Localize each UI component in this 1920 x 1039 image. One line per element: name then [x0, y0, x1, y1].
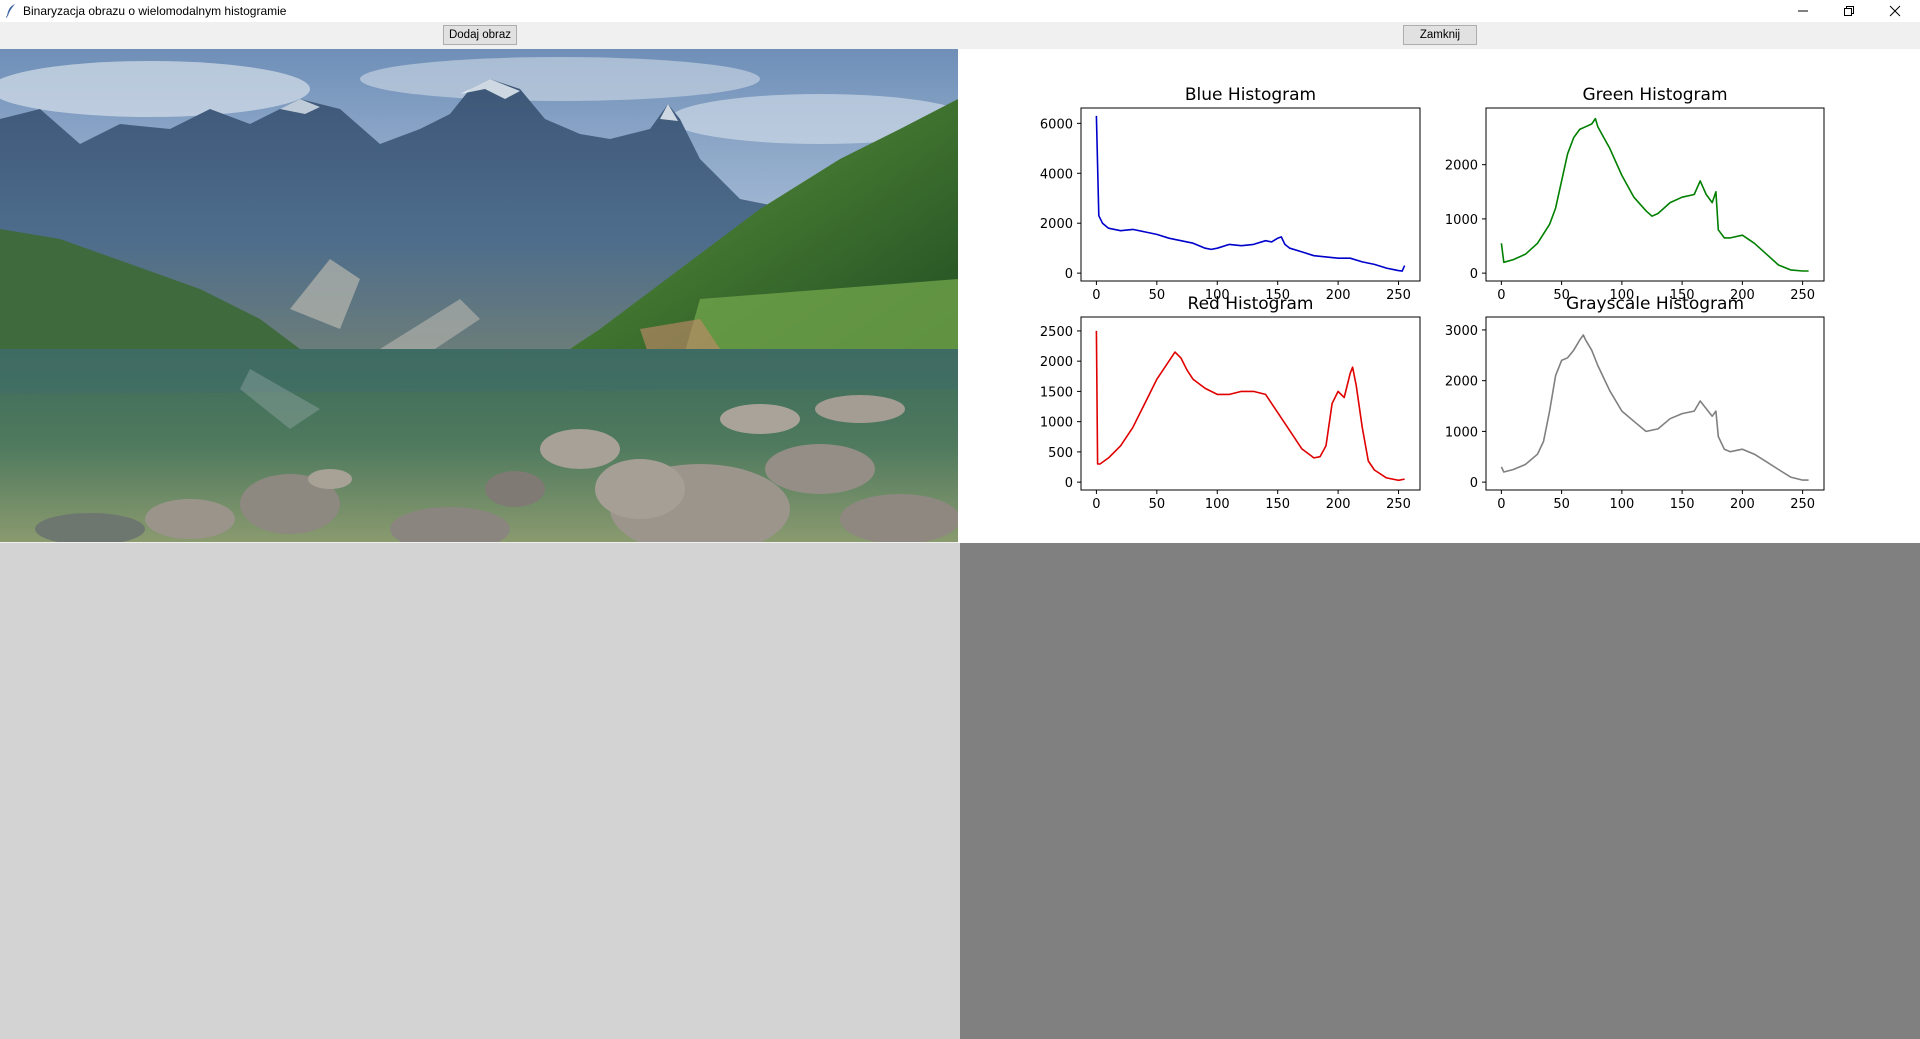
- blue-ytick-label: 6000: [1040, 117, 1073, 132]
- grayscale-xtick-label: 150: [1670, 497, 1695, 512]
- grayscale-axes: [1485, 316, 1825, 491]
- red-xtick-label: 150: [1265, 497, 1290, 512]
- grayscale-xtick-label: 50: [1553, 497, 1570, 512]
- green-xtick-label: 50: [1553, 288, 1570, 303]
- blue-ytick-label: 0: [1065, 267, 1073, 282]
- blue-xtick-label: 100: [1205, 288, 1230, 303]
- window-titlebar[interactable]: Binaryzacja obrazu o wielomodalnym histo…: [0, 0, 1920, 22]
- blue-histogram-title: Blue Histogram: [1185, 85, 1316, 105]
- blue-ytick-label: 2000: [1040, 217, 1073, 232]
- window-title: Binaryzacja obrazu o wielomodalnym histo…: [23, 4, 287, 18]
- grayscale-histogram-title: Grayscale Histogram: [1566, 294, 1744, 314]
- blue-histogram: Blue Histogram 0 50 100 150 200 250 0 2000 4000 60…: [1040, 85, 1421, 303]
- red-ytick-label: 500: [1048, 446, 1073, 461]
- blue-ytick-label: 4000: [1040, 167, 1073, 182]
- grayscale-histogram: Grayscale Histogram 0 50 100 150 200 250 0 1000 2…: [1445, 294, 1825, 512]
- grayscale-xtick-label: 250: [1790, 497, 1815, 512]
- red-xtick-label: 200: [1326, 497, 1351, 512]
- blue-xtick-label: 250: [1386, 288, 1411, 303]
- red-histogram-line: [1095, 330, 1405, 482]
- grayscale-xtick-label: 200: [1730, 497, 1755, 512]
- blue-xtick-label: 150: [1265, 288, 1290, 303]
- red-ytick-label: 2000: [1040, 355, 1073, 370]
- red-ytick-label: 2500: [1040, 325, 1073, 340]
- green-xtick-label: 150: [1670, 288, 1695, 303]
- red-ytick-label: 1500: [1040, 385, 1073, 400]
- add-image-button[interactable]: Dodaj obraz: [443, 25, 517, 45]
- grayscale-ytick-label: 0: [1470, 476, 1478, 491]
- minimize-button[interactable]: [1780, 0, 1826, 22]
- blue-axes: [1080, 107, 1421, 282]
- mountain-lake-photo: [0, 49, 958, 542]
- green-ytick-label: 0: [1470, 267, 1478, 282]
- minimize-icon: [1798, 10, 1808, 12]
- image-panel: [0, 49, 958, 542]
- close-app-button[interactable]: Zamknij: [1403, 25, 1477, 45]
- red-xtick-label: 250: [1386, 497, 1411, 512]
- grayscale-ytick-label: 2000: [1445, 375, 1478, 390]
- green-histogram-title: Green Histogram: [1582, 85, 1727, 105]
- toolbar: [0, 22, 1920, 49]
- red-xtick-label: 50: [1149, 497, 1166, 512]
- restore-button[interactable]: [1826, 0, 1872, 22]
- grayscale-ytick-label: 3000: [1445, 324, 1478, 339]
- green-histogram-line: [1500, 117, 1809, 272]
- grayscale-xtick-label: 100: [1609, 497, 1634, 512]
- result-panel: [960, 543, 1920, 1039]
- grayscale-xtick-label: 0: [1497, 497, 1505, 512]
- restore-icon: [1844, 6, 1854, 16]
- red-xtick-label: 100: [1205, 497, 1230, 512]
- red-xtick-label: 0: [1092, 497, 1100, 512]
- green-xtick-label: 200: [1730, 288, 1755, 303]
- blue-xtick-label: 200: [1326, 288, 1351, 303]
- green-xtick-label: 0: [1497, 288, 1505, 303]
- blue-xtick-label: 50: [1149, 288, 1166, 303]
- red-histogram-title: Red Histogram: [1188, 294, 1314, 314]
- green-xtick-label: 250: [1790, 288, 1815, 303]
- grayscale-ytick-label: 1000: [1445, 425, 1478, 440]
- histogram-panel: Blue Histogram 0 50 100 150 200 250 0 2000 4000 60…: [958, 49, 1920, 543]
- close-icon: [1889, 5, 1901, 17]
- green-ytick-label: 1000: [1445, 213, 1478, 228]
- green-xtick-label: 100: [1609, 288, 1634, 303]
- green-axes: [1485, 107, 1825, 282]
- green-ytick-label: 2000: [1445, 159, 1478, 174]
- red-ytick-label: 0: [1065, 476, 1073, 491]
- blue-histogram-line: [1095, 115, 1406, 272]
- binarized-image-panel: [0, 543, 960, 1039]
- blue-xtick-label: 0: [1092, 288, 1100, 303]
- red-ytick-label: 1000: [1040, 416, 1073, 431]
- green-histogram: Green Histogram 0 50 100 150 200 250 0 1000 2000: [1445, 85, 1825, 303]
- close-window-button[interactable]: [1872, 0, 1918, 22]
- red-axes: [1080, 316, 1421, 491]
- feather-icon: [6, 4, 15, 18]
- grayscale-histogram-line: [1500, 334, 1809, 481]
